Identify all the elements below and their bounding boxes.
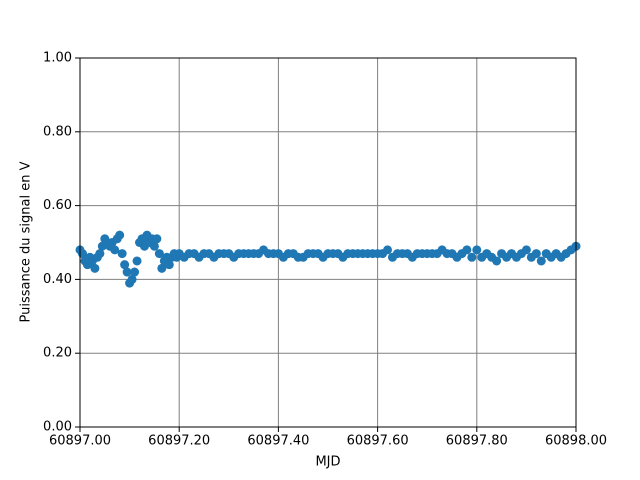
- x-tick-label: 60897.00: [49, 434, 111, 449]
- point: [536, 256, 546, 266]
- point: [122, 267, 132, 277]
- point: [531, 249, 541, 259]
- point: [157, 263, 167, 273]
- y-tick-label: 0.60: [43, 198, 72, 213]
- plot-frame: [79, 57, 577, 428]
- point: [120, 260, 130, 270]
- point: [115, 230, 125, 240]
- y-tick-label: 0.00: [43, 420, 72, 435]
- point: [117, 249, 127, 259]
- point: [95, 249, 105, 259]
- x-tick-label: 60897.80: [446, 434, 508, 449]
- point: [149, 241, 159, 251]
- x-tick-label: 60898.00: [545, 434, 607, 449]
- y-tick-label: 0.80: [43, 124, 72, 139]
- point: [127, 274, 137, 284]
- y-tick-label: 0.40: [43, 272, 72, 287]
- x-tick-label: 60897.40: [247, 434, 309, 449]
- x-tick-label: 60897.60: [347, 434, 409, 449]
- point: [154, 249, 164, 259]
- point: [152, 234, 162, 244]
- point: [132, 256, 142, 266]
- x-tick-label: 60897.20: [148, 434, 210, 449]
- point: [492, 256, 502, 266]
- point: [383, 245, 393, 255]
- point: [164, 260, 174, 270]
- y-axis-label: Puissance du signal en V: [19, 161, 34, 322]
- point: [467, 252, 477, 262]
- point: [472, 245, 482, 255]
- point: [521, 245, 531, 255]
- point: [90, 263, 100, 273]
- point: [462, 245, 472, 255]
- point: [130, 267, 140, 277]
- point: [110, 245, 120, 255]
- y-tick-label: 1.00: [43, 51, 72, 66]
- y-tick-label: 0.20: [43, 346, 72, 361]
- x-axis-label: MJD: [315, 455, 340, 470]
